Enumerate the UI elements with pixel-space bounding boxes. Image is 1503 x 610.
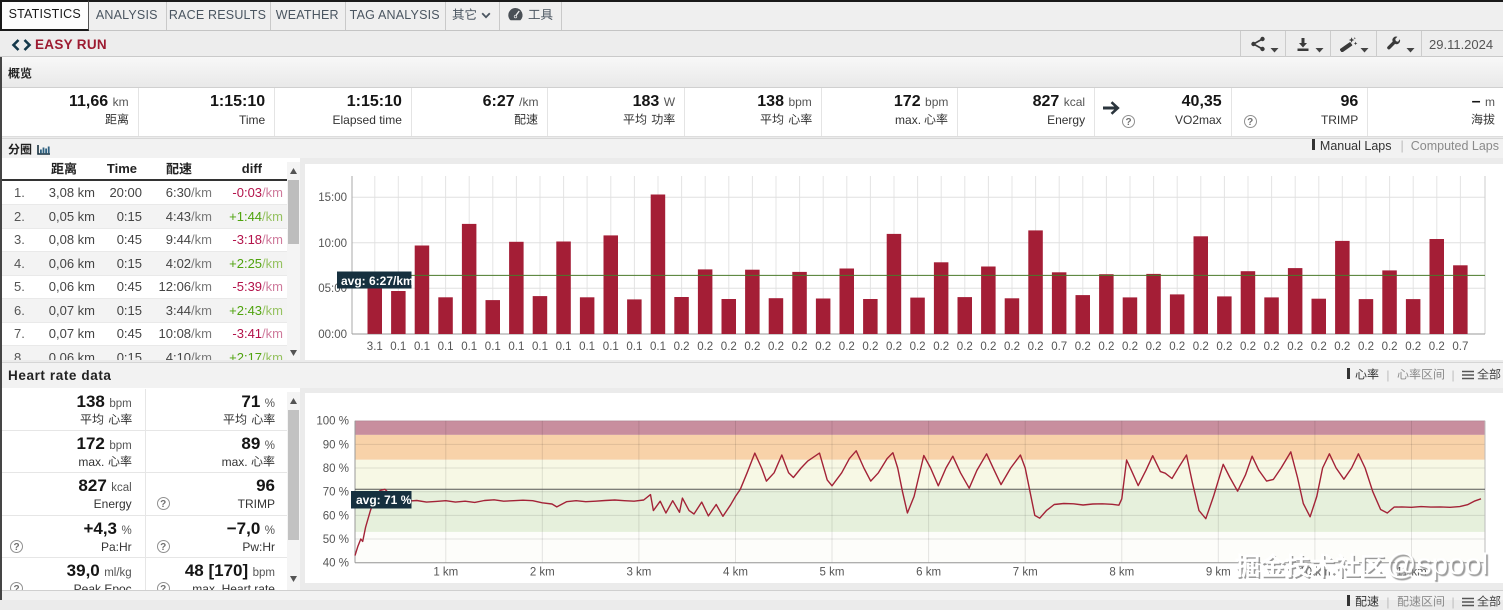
svg-text:0.2: 0.2 — [1334, 341, 1350, 353]
svg-text:0.1: 0.1 — [579, 341, 595, 353]
svg-text:0.1: 0.1 — [461, 341, 477, 353]
svg-text:0.2: 0.2 — [1405, 341, 1421, 353]
svg-text:0.2: 0.2 — [721, 341, 737, 353]
svg-text:0.2: 0.2 — [1429, 341, 1445, 353]
svg-text:0.2: 0.2 — [839, 341, 855, 353]
svg-text:40 %: 40 % — [323, 558, 349, 570]
svg-text:0.2: 0.2 — [744, 341, 760, 353]
svg-text:6 km: 6 km — [916, 567, 941, 579]
svg-text:0.1: 0.1 — [508, 341, 524, 353]
svg-text:0.2: 0.2 — [1216, 341, 1232, 353]
svg-text:70 %: 70 % — [323, 487, 349, 499]
svg-text:0.2: 0.2 — [1264, 341, 1280, 353]
svg-text:3 km: 3 km — [626, 567, 651, 579]
svg-text:0.1: 0.1 — [532, 341, 548, 353]
svg-text:0.2: 0.2 — [1169, 341, 1185, 353]
svg-text:0.1: 0.1 — [650, 341, 666, 353]
svg-text:0.2: 0.2 — [933, 341, 949, 353]
svg-text:00:00: 00:00 — [318, 329, 347, 341]
svg-text:0.1: 0.1 — [626, 341, 642, 353]
svg-text:0.7: 0.7 — [1452, 341, 1468, 353]
svg-text:1 km: 1 km — [433, 567, 458, 579]
svg-text:avg: 6:27/km: avg: 6:27/km — [341, 274, 414, 288]
svg-text:0.2: 0.2 — [1287, 341, 1303, 353]
svg-text:0.2: 0.2 — [1240, 341, 1256, 353]
svg-text:0.1: 0.1 — [438, 341, 454, 353]
svg-text:80 %: 80 % — [323, 463, 349, 475]
svg-text:90 %: 90 % — [323, 439, 349, 451]
svg-text:4 km: 4 km — [723, 567, 748, 579]
svg-text:0.2: 0.2 — [1193, 341, 1209, 353]
svg-text:0.2: 0.2 — [1122, 341, 1138, 353]
svg-text:0.2: 0.2 — [957, 341, 973, 353]
svg-text:0.2: 0.2 — [980, 341, 996, 353]
svg-text:0.2: 0.2 — [697, 341, 713, 353]
svg-text:0.2: 0.2 — [1358, 341, 1374, 353]
svg-text:0.2: 0.2 — [1382, 341, 1398, 353]
svg-text:0.2: 0.2 — [1004, 341, 1020, 353]
svg-text:5 km: 5 km — [820, 567, 845, 579]
svg-text:10:00: 10:00 — [318, 238, 347, 250]
svg-text:0.2: 0.2 — [886, 341, 902, 353]
svg-text:7 km: 7 km — [1013, 567, 1038, 579]
svg-text:100 %: 100 % — [316, 416, 349, 428]
svg-text:0.2: 0.2 — [1028, 341, 1044, 353]
svg-text:9 km: 9 km — [1206, 567, 1231, 579]
svg-text:3.1: 3.1 — [367, 341, 383, 353]
svg-text:0.2: 0.2 — [1146, 341, 1162, 353]
svg-text:0.1: 0.1 — [485, 341, 501, 353]
svg-text:11 km: 11 km — [1396, 567, 1426, 579]
svg-text:0.2: 0.2 — [792, 341, 808, 353]
svg-text:60 %: 60 % — [323, 510, 349, 522]
svg-text:0.2: 0.2 — [1098, 341, 1114, 353]
svg-text:0.7: 0.7 — [1051, 341, 1067, 353]
svg-text:avg: 71 %: avg: 71 % — [356, 493, 412, 507]
svg-text:0.2: 0.2 — [862, 341, 878, 353]
svg-text:0.2: 0.2 — [815, 341, 831, 353]
svg-text:0.1: 0.1 — [414, 341, 430, 353]
svg-text:0.2: 0.2 — [1075, 341, 1091, 353]
svg-text:8 km: 8 km — [1109, 567, 1134, 579]
svg-text:0.1: 0.1 — [390, 341, 406, 353]
svg-text:0.1: 0.1 — [556, 341, 572, 353]
svg-text:0.2: 0.2 — [768, 341, 784, 353]
svg-text:2 km: 2 km — [530, 567, 555, 579]
svg-text:0.1: 0.1 — [603, 341, 619, 353]
svg-text:0.2: 0.2 — [1311, 341, 1327, 353]
svg-text:15:00: 15:00 — [318, 192, 347, 204]
svg-text:0.2: 0.2 — [674, 341, 690, 353]
svg-text:0.2: 0.2 — [910, 341, 926, 353]
svg-text:50 %: 50 % — [323, 534, 349, 546]
